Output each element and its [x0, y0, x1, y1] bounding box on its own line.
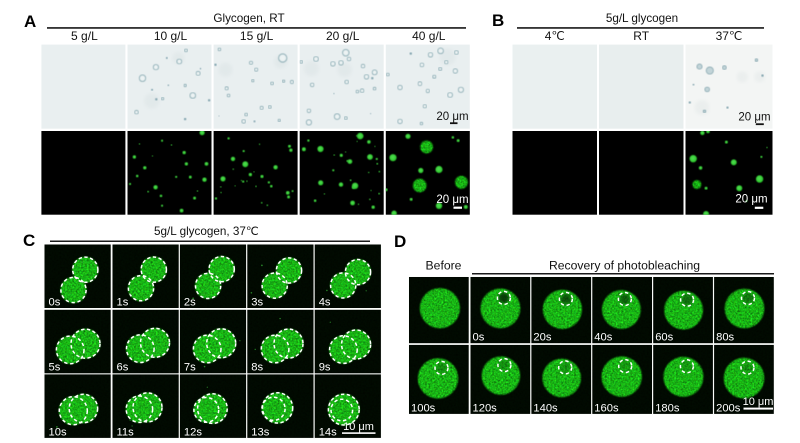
svg-text:40s: 40s: [594, 332, 612, 344]
svg-text:37℃: 37℃: [716, 29, 743, 43]
svg-text:80s: 80s: [716, 332, 734, 344]
svg-text:12s: 12s: [184, 426, 202, 438]
svg-text:140s: 140s: [533, 402, 558, 414]
svg-text:C: C: [23, 231, 35, 250]
svg-text:0s: 0s: [49, 297, 61, 309]
svg-text:10 μm: 10 μm: [743, 396, 774, 408]
svg-text:11s: 11s: [117, 426, 135, 438]
svg-text:7s: 7s: [184, 362, 196, 374]
svg-text:Glycogen, RT: Glycogen, RT: [213, 12, 284, 25]
svg-text:120s: 120s: [473, 402, 498, 414]
svg-text:B: B: [492, 11, 504, 30]
svg-text:20 μm: 20 μm: [436, 111, 468, 123]
svg-text:8s: 8s: [251, 362, 263, 374]
svg-text:10 μm: 10 μm: [343, 421, 374, 433]
svg-text:5g/L glycogen: 5g/L glycogen: [606, 12, 678, 25]
svg-text:200s: 200s: [716, 402, 741, 414]
svg-text:4℃: 4℃: [545, 29, 565, 43]
svg-text:13s: 13s: [251, 426, 269, 438]
svg-text:D: D: [394, 232, 406, 251]
svg-text:10 g/L: 10 g/L: [154, 29, 188, 43]
svg-text:14s: 14s: [319, 426, 337, 438]
svg-text:60s: 60s: [655, 332, 673, 344]
svg-text:15 g/L: 15 g/L: [240, 29, 274, 43]
svg-text:40 g/L: 40 g/L: [412, 29, 446, 43]
svg-text:Recovery of photobleaching: Recovery of photobleaching: [549, 258, 700, 272]
svg-text:20 μm: 20 μm: [436, 194, 468, 206]
svg-text:10s: 10s: [49, 426, 67, 438]
svg-text:4s: 4s: [319, 297, 331, 309]
svg-text:RT: RT: [633, 29, 649, 43]
svg-text:9s: 9s: [319, 362, 331, 374]
svg-text:0s: 0s: [473, 332, 485, 344]
svg-text:5s: 5s: [49, 362, 61, 374]
svg-text:2s: 2s: [184, 297, 196, 309]
svg-text:Before: Before: [426, 259, 462, 273]
svg-text:100s: 100s: [411, 402, 436, 414]
svg-text:5 g/L: 5 g/L: [71, 29, 98, 43]
svg-text:6s: 6s: [117, 362, 129, 374]
svg-text:20s: 20s: [533, 332, 551, 344]
svg-text:20 μm: 20 μm: [738, 112, 770, 124]
svg-text:3s: 3s: [251, 297, 263, 309]
svg-text:5g/L glycogen, 37℃: 5g/L glycogen, 37℃: [154, 225, 259, 238]
svg-text:A: A: [24, 12, 36, 31]
svg-text:20 μm: 20 μm: [735, 194, 767, 206]
svg-text:180s: 180s: [655, 402, 680, 414]
svg-text:20 g/L: 20 g/L: [326, 29, 360, 43]
svg-text:1s: 1s: [117, 297, 129, 309]
svg-text:160s: 160s: [594, 402, 619, 414]
